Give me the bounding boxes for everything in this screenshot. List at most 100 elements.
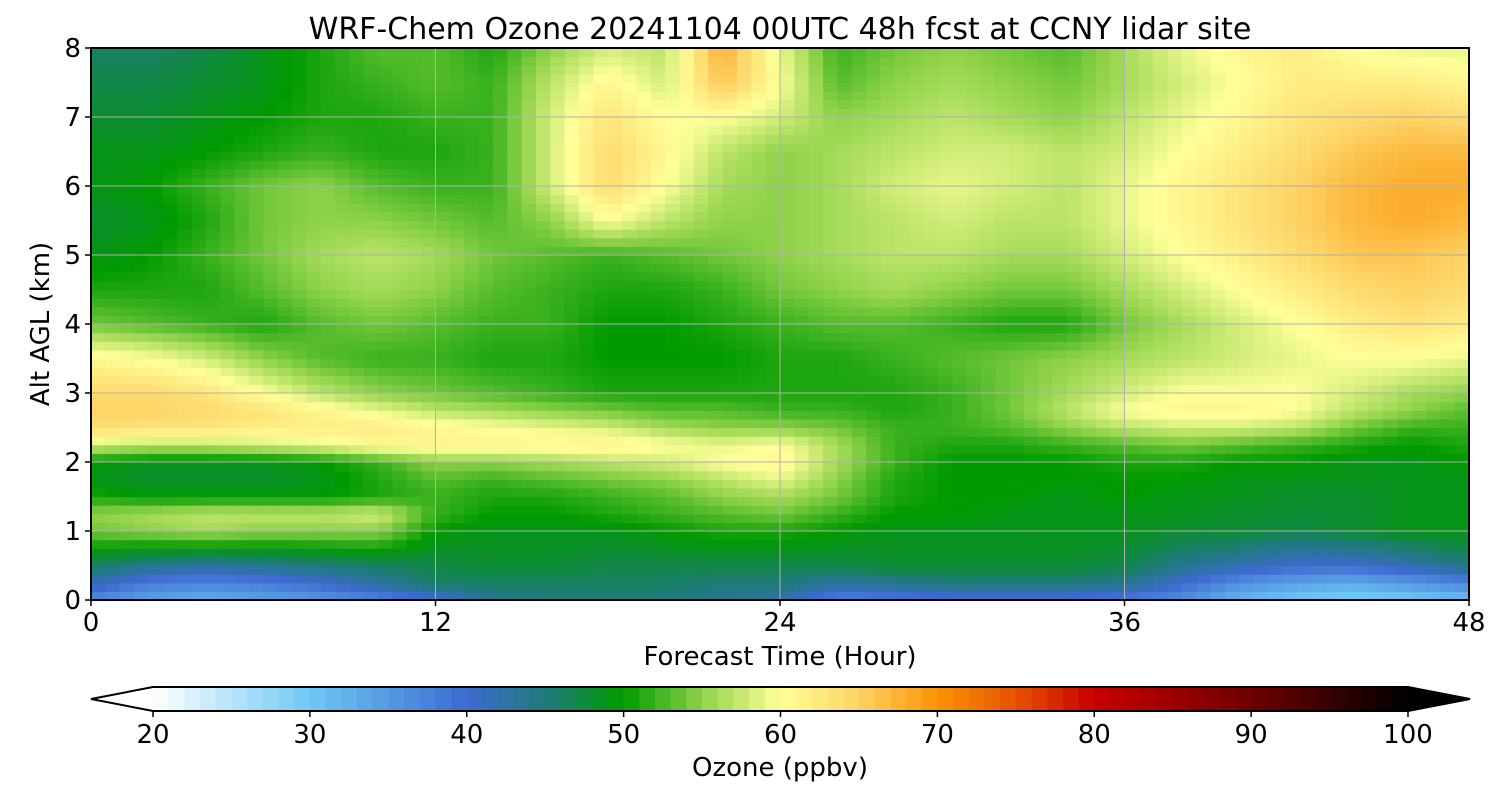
heatmap-cell [1052,177,1068,187]
heatmap-cell [1067,470,1083,480]
heatmap-cell [550,341,566,351]
heatmap-cell [751,375,767,385]
heatmap-cell [952,280,968,291]
heatmap-cell [722,272,738,282]
heatmap-cell [894,436,910,446]
heatmap-cell [894,246,910,256]
heatmap-cell [679,539,695,549]
heatmap-cell [823,306,839,316]
heatmap-cell [1167,186,1183,196]
heatmap-cell [923,211,939,222]
heatmap-cell [248,194,264,204]
heatmap-cell [995,375,1011,385]
heatmap-cell [248,462,264,472]
heatmap-cell [894,272,910,282]
heatmap-cell [1167,177,1183,187]
heatmap-cell [1425,531,1441,541]
heatmap-cell [909,186,925,196]
heatmap-cell [593,556,609,567]
heatmap-cell [550,272,566,282]
heatmap-cell [306,539,322,549]
heatmap-cell [1009,375,1025,385]
heatmap-cell [148,470,164,480]
heatmap-cell [708,211,724,222]
heatmap-cell [1024,565,1039,575]
heatmap-cell [722,556,738,567]
heatmap-cell [105,237,121,247]
heatmap-cell [464,436,480,446]
heatmap-cell [521,289,537,299]
heatmap-cell [248,565,264,575]
heatmap-cell [722,349,738,360]
heatmap-cell [550,315,566,325]
heatmap-cell [521,203,537,213]
heatmap-cell [349,479,365,489]
heatmap-cell [1110,505,1126,515]
heatmap-cell [306,341,322,351]
heatmap-cell [177,341,193,351]
heatmap-cell [478,280,494,291]
heatmap-cell [220,255,236,265]
heatmap-cell [1081,280,1097,291]
heatmap-cell [736,237,752,247]
heatmap-cell [1181,565,1197,575]
heatmap-cell [291,211,307,222]
heatmap-cell [550,539,566,549]
heatmap-cell [693,375,709,385]
heatmap-cell [535,229,551,239]
heatmap-cell [1138,375,1154,385]
heatmap-cell [1397,203,1413,213]
heatmap-cell [492,436,508,446]
heatmap-cell [1411,229,1427,239]
heatmap-cell [1052,393,1068,403]
heatmap-cell [1368,358,1384,368]
heatmap-cell [708,462,724,472]
heatmap-cell [837,280,853,291]
heatmap-cell [435,246,451,256]
heatmap-cell [507,565,523,575]
heatmap-cell [1038,556,1054,567]
heatmap-cell [909,349,925,360]
heatmap-cell [966,229,982,239]
heatmap-cell [1253,418,1269,429]
heatmap-cell [722,393,738,403]
heatmap-cell [622,427,638,437]
heatmap-cell [636,341,652,351]
heatmap-cell [119,186,135,196]
heatmap-cell [291,324,307,334]
heatmap-cell [995,177,1011,187]
heatmap-cell [636,479,652,489]
heatmap-cell [1411,565,1427,575]
heatmap-cell [1425,375,1441,385]
heatmap-cell [91,272,106,282]
heatmap-cell [220,582,236,592]
heatmap-cell [880,513,896,523]
heatmap-cell [1354,237,1370,247]
heatmap-cell [248,531,264,541]
heatmap-cell [622,574,638,584]
heatmap-cell [751,280,767,291]
heatmap-cell [1052,229,1068,239]
heatmap-cell [1224,427,1240,437]
heatmap-cell [851,237,867,247]
heatmap-cell [449,203,465,213]
heatmap-cell [320,341,336,351]
heatmap-cell [1110,237,1126,247]
heatmap-cell [1368,280,1384,291]
heatmap-cell [679,479,695,489]
heatmap-cell [1009,168,1025,178]
heatmap-cell [507,487,523,498]
heatmap-cell [248,548,264,558]
heatmap-cell [234,211,250,222]
heatmap-cell [1239,203,1255,213]
heatmap-cell [1368,470,1384,480]
heatmap-cell [1268,531,1283,541]
heatmap-cell [1296,548,1312,558]
heatmap-cell [693,168,709,178]
heatmap-cell [1382,453,1398,463]
heatmap-cell [464,151,480,161]
heatmap-cell [708,384,724,394]
heatmap-cell [1282,556,1298,567]
heatmap-cell [1239,349,1255,360]
heatmap-cell [650,574,666,584]
